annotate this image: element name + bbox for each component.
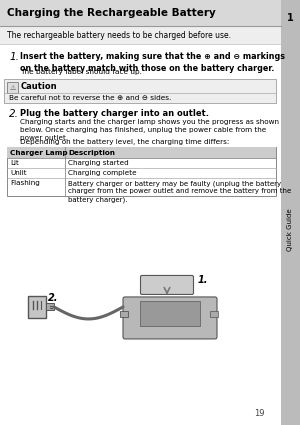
FancyBboxPatch shape — [140, 275, 194, 295]
Text: Lit: Lit — [10, 160, 19, 166]
Text: Plug the battery charger into an outlet.: Plug the battery charger into an outlet. — [20, 109, 209, 118]
Text: 2.: 2. — [9, 109, 19, 119]
Text: Depending on the battery level, the charging time differs:: Depending on the battery level, the char… — [20, 139, 229, 145]
Text: Charging started: Charging started — [68, 160, 129, 166]
Bar — [210, 311, 218, 317]
Text: Unlit: Unlit — [10, 170, 27, 176]
Text: Charger Lamp: Charger Lamp — [10, 150, 68, 156]
Text: Charging the Rechargeable Battery: Charging the Rechargeable Battery — [7, 8, 216, 18]
Bar — [4, 79, 276, 103]
Bar — [7, 147, 276, 158]
Bar — [46, 303, 54, 310]
Text: 1.: 1. — [9, 52, 19, 62]
Text: Flashing: Flashing — [10, 180, 40, 186]
Text: ⚠: ⚠ — [9, 85, 16, 91]
Text: Charging starts and the charger lamp shows you the progress as shown
below. Once: Charging starts and the charger lamp sho… — [20, 119, 279, 141]
Text: The battery label should face up.: The battery label should face up. — [20, 69, 142, 75]
Text: 1: 1 — [286, 13, 293, 23]
FancyBboxPatch shape — [123, 297, 217, 339]
Text: Caution: Caution — [21, 82, 58, 91]
Text: 19: 19 — [254, 409, 265, 418]
Text: The rechargeable battery needs to be charged before use.: The rechargeable battery needs to be cha… — [7, 31, 231, 40]
Text: 1.: 1. — [198, 275, 208, 285]
Text: Description: Description — [68, 150, 115, 156]
Bar — [0, 26, 281, 44]
Bar — [0, 0, 281, 26]
Text: Insert the battery, making sure that the ⊕ and ⊖ markings
on the battery match w: Insert the battery, making sure that the… — [20, 52, 285, 73]
Bar — [281, 0, 300, 425]
Bar — [7, 82, 18, 93]
Text: Battery charger or battery may be faulty (unplug the battery charger from the po: Battery charger or battery may be faulty… — [68, 180, 291, 202]
Bar — [140, 301, 200, 326]
Text: 2.: 2. — [48, 293, 58, 303]
Bar — [7, 147, 276, 196]
Bar — [28, 296, 46, 318]
Bar — [120, 311, 128, 317]
Text: Be careful not to reverse the ⊕ and ⊖ sides.: Be careful not to reverse the ⊕ and ⊖ si… — [9, 95, 171, 101]
Text: Charging complete: Charging complete — [68, 170, 136, 176]
Text: Quick Guide: Quick Guide — [287, 209, 293, 251]
